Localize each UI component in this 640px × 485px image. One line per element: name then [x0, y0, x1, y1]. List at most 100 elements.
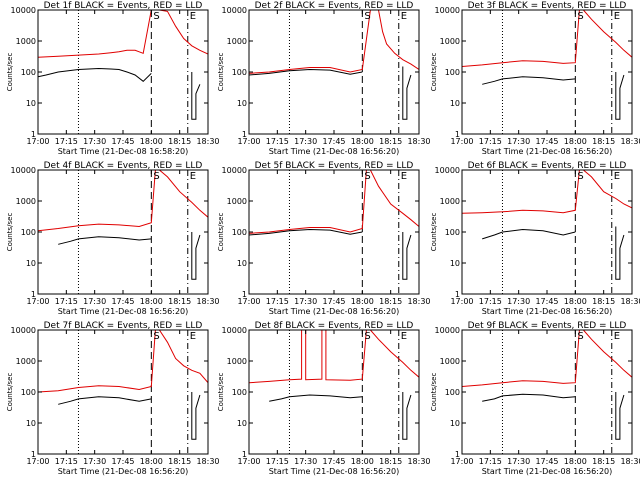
y-tick-label: 100 [445, 68, 460, 77]
series-red-0 [462, 10, 632, 67]
subplot-title: Det 2f BLACK = Events, RED = LLD [255, 1, 414, 11]
y-tick-label: 10000 [11, 326, 36, 335]
x-tick-label: 17:30 [507, 457, 530, 466]
marker-label-e: E [401, 171, 407, 182]
x-tick-label: 18:00 [351, 137, 374, 146]
y-tick-label: 10000 [222, 6, 247, 15]
x-tick-label: 18:00 [564, 137, 587, 146]
subplot-title: Det 5f BLACK = Events, RED = LLD [255, 161, 414, 171]
marker-label-s: S [577, 11, 583, 22]
y-tick-label: 100 [232, 388, 247, 397]
x-tick-label: 17:15 [479, 137, 502, 146]
y-tick-label: 10 [26, 419, 36, 428]
series-red-0 [38, 330, 208, 393]
axes-frame [248, 169, 420, 295]
x-tick-label: 18:00 [564, 297, 587, 306]
x-tick-label: 18:00 [140, 457, 163, 466]
y-tick-label: 10000 [435, 326, 460, 335]
y-tick-label: 100 [21, 68, 36, 77]
x-tick-label: 17:15 [266, 457, 289, 466]
marker-label-e: E [614, 11, 620, 22]
subplot-title: Det 9f BLACK = Events, RED = LLD [468, 321, 627, 331]
x-tick-label: 18:00 [564, 457, 587, 466]
x-axis-label: Start Time (21-Dec-08 16:56:20) [58, 467, 189, 476]
x-tick-label: 18:00 [351, 457, 374, 466]
y-tick-label: 1 [31, 290, 36, 299]
x-tick-label: 18:15 [168, 137, 191, 146]
marker-label-e: E [614, 171, 620, 182]
x-tick-label: 18:00 [140, 297, 163, 306]
x-tick-label: 17:45 [111, 457, 134, 466]
subplot-title: Det 3f BLACK = Events, RED = LLD [468, 1, 627, 11]
x-tick-label: 18:30 [620, 137, 640, 146]
y-tick-label: 1000 [16, 197, 36, 206]
y-tick-label: 1 [31, 130, 36, 139]
x-tick-label: 17:45 [111, 137, 134, 146]
y-tick-label: 1 [242, 290, 247, 299]
x-tick-label: 18:30 [196, 457, 219, 466]
x-tick-label: 17:15 [55, 137, 78, 146]
subplot-title: Det 8f BLACK = Events, RED = LLD [255, 321, 414, 331]
series-black-2 [615, 226, 625, 280]
y-tick-label: 10 [450, 419, 460, 428]
x-tick-label: 18:15 [379, 137, 402, 146]
x-axis-label: Start Time (21-Dec-08 16:56:20) [269, 147, 400, 156]
y-tick-label: 1000 [227, 357, 247, 366]
axes-frame [248, 329, 420, 455]
axes-frame [461, 9, 633, 135]
axes-frame [37, 9, 209, 135]
marker-label-e: E [401, 331, 407, 342]
marker-label-e: E [190, 331, 196, 342]
x-tick-label: 17:00 [450, 297, 473, 306]
y-tick-label: 100 [445, 388, 460, 397]
series-red-0 [462, 330, 632, 387]
plot-area [38, 330, 208, 454]
y-tick-label: 1000 [440, 37, 460, 46]
series-black-1 [249, 68, 363, 76]
x-tick-label: 17:45 [535, 297, 558, 306]
series-black-1 [482, 228, 576, 240]
axes-frame [461, 329, 633, 455]
x-tick-label: 18:15 [168, 457, 191, 466]
y-tick-label: 10000 [11, 166, 36, 175]
plot-area [462, 10, 632, 134]
y-tick-label: 10 [450, 99, 460, 108]
x-tick-label: 17:00 [26, 457, 49, 466]
plot-area [38, 10, 208, 134]
y-tick-label: 10 [26, 99, 36, 108]
y-tick-label: 10000 [11, 6, 36, 15]
x-tick-label: 18:15 [592, 457, 615, 466]
x-tick-label: 18:15 [592, 297, 615, 306]
y-tick-label: 1 [455, 450, 460, 459]
x-tick-label: 17:00 [26, 297, 49, 306]
y-axis-label: Counts/sec [6, 213, 14, 252]
y-tick-label: 10 [450, 259, 460, 268]
y-axis-label: Counts/sec [6, 373, 14, 412]
series-black-1 [482, 76, 576, 85]
subplot-title: Det 6f BLACK = Events, RED = LLD [468, 161, 627, 171]
x-tick-label: 17:00 [237, 297, 260, 306]
marker-label-e: E [614, 331, 620, 342]
y-tick-label: 10000 [222, 166, 247, 175]
series-black-2 [615, 392, 625, 440]
marker-label-s: S [577, 331, 583, 342]
x-tick-label: 17:30 [294, 137, 317, 146]
y-tick-label: 1 [455, 130, 460, 139]
y-tick-label: 10 [237, 99, 247, 108]
y-axis-label: Counts/sec [217, 373, 225, 412]
y-tick-label: 100 [232, 228, 247, 237]
y-tick-label: 1 [242, 450, 247, 459]
x-tick-label: 17:15 [266, 137, 289, 146]
y-axis-label: Counts/sec [430, 213, 438, 252]
x-tick-label: 17:45 [322, 297, 345, 306]
x-axis-label: Start Time (21-Dec-08 16:56:20) [58, 307, 189, 316]
x-tick-label: 17:00 [237, 137, 260, 146]
y-tick-label: 10 [26, 259, 36, 268]
series-black-1 [482, 393, 576, 402]
series-black-1 [249, 228, 363, 236]
x-tick-label: 17:45 [322, 137, 345, 146]
